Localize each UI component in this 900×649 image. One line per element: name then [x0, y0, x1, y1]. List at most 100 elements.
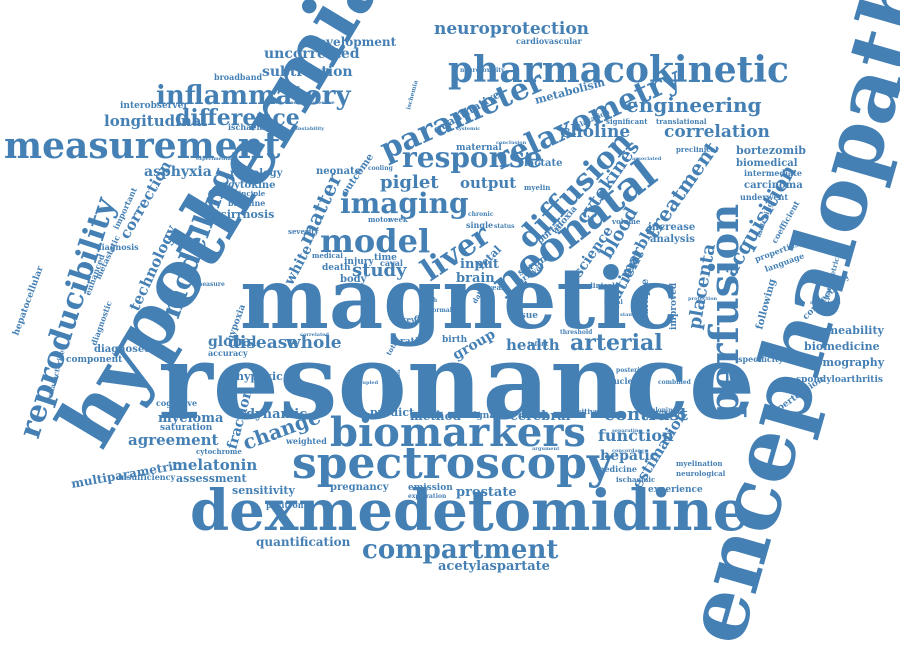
- word-perfusion: perfusion: [701, 204, 748, 418]
- word-significant: significant: [606, 117, 648, 126]
- word-baseline: baseline: [228, 198, 265, 208]
- word-lactate: lactate: [524, 158, 562, 169]
- word-permeability: permeability: [806, 324, 885, 337]
- word-positive: positive: [568, 407, 599, 416]
- word-combined: combined: [658, 379, 692, 386]
- word-metaplasia: metaplasia: [810, 300, 841, 306]
- word-magnetic: magnetic: [240, 249, 678, 348]
- word-birth: birth: [442, 335, 468, 345]
- word-volume: volume: [611, 217, 641, 226]
- word-protection: protection: [688, 296, 718, 302]
- word-status: status: [494, 223, 515, 230]
- word-imaging: imaging: [340, 187, 469, 220]
- word-asphyxia: asphyxia: [144, 164, 212, 180]
- word-grey: grey: [398, 315, 416, 324]
- word-tomography: tomography: [810, 356, 885, 369]
- word-study: study: [352, 260, 407, 281]
- word-response: response: [402, 141, 543, 174]
- word-engineering: engineering: [626, 93, 762, 117]
- word-neonate: neonate: [316, 166, 361, 177]
- word-ischaemic: ischaemic: [616, 475, 655, 484]
- word-function: function: [598, 426, 674, 445]
- word-diagnosis: diagnosis: [96, 242, 139, 252]
- word-threshold: threshold: [560, 329, 593, 336]
- word-biomedicine: biomedicine: [804, 340, 880, 353]
- word-week: week: [387, 215, 408, 224]
- word-instability: instability: [296, 126, 325, 132]
- word-concordance: concordance: [612, 448, 648, 454]
- word-hepatic: hepatic: [600, 448, 658, 464]
- word-output: output: [460, 174, 516, 192]
- word-biomedical: biomedical: [736, 158, 798, 169]
- word-experience: experience: [648, 485, 703, 495]
- word-brain: brain: [456, 271, 495, 286]
- word-translational: translational: [656, 117, 707, 126]
- word-difference: difference: [175, 105, 300, 131]
- word-sensitivity: sensitivity: [232, 484, 295, 497]
- word-ischemia: ischemia: [405, 80, 420, 111]
- word-caval: caval: [380, 258, 403, 268]
- word-preclinical: preclinical: [676, 145, 718, 154]
- word-nodal: nodal: [604, 299, 623, 306]
- word-spectroscopy: spectroscopy: [292, 438, 614, 489]
- word-compartment: compartment: [362, 535, 558, 565]
- word-emission: emission: [408, 483, 453, 493]
- word-health: health: [506, 336, 560, 354]
- word-flow: flow: [414, 314, 433, 324]
- word-medicine: medicine: [596, 464, 637, 474]
- word-body: body: [340, 274, 368, 285]
- word-correlation: correlation: [664, 122, 770, 142]
- word-neuroprotection: neuroprotection: [434, 19, 589, 39]
- word-maternal: maternal: [456, 143, 502, 153]
- word-cognitive: cognitive: [156, 398, 197, 408]
- word-neurological: neurological: [676, 469, 726, 478]
- word-saturation: saturation: [160, 423, 213, 433]
- word-carcinoma: carcinoma: [744, 180, 803, 191]
- word-correlated: correlated: [300, 332, 329, 338]
- word-ischaemia: ischaemia: [228, 122, 273, 132]
- word-development: development: [310, 35, 397, 49]
- word-cooling: cooling: [368, 165, 394, 172]
- word-death: death: [322, 263, 351, 273]
- word-melatonin: melatonin: [172, 456, 257, 474]
- word-disease: disease: [228, 333, 298, 353]
- word-myelin: myelin: [524, 183, 550, 192]
- word-cytokine: cytokine: [228, 180, 276, 191]
- word-underwent: underwent: [740, 192, 788, 202]
- word-chronic: chronic: [468, 211, 494, 218]
- word-prostate: prostate: [456, 485, 517, 500]
- word-hypoxic: hypoxic: [236, 370, 283, 383]
- word-conclusion: conclusion: [496, 140, 527, 146]
- word-associated: associated: [632, 156, 662, 162]
- word-hepatocellular: hepatocellular: [11, 265, 45, 337]
- word-cytochrome: cytochrome: [196, 447, 242, 456]
- word-measurement: measurement: [4, 125, 281, 167]
- word-motor: motor: [368, 215, 392, 224]
- word-pregnancy: pregnancy: [330, 482, 390, 493]
- word-myeloma: myeloma: [158, 411, 224, 426]
- word-neuroprotective: neuroprotective: [290, 100, 335, 106]
- word-measure: measure: [196, 281, 225, 288]
- word-severity: severity: [288, 227, 319, 236]
- word-choline: choline: [560, 122, 630, 142]
- word-component: component: [66, 355, 123, 365]
- word-agreement: agreement: [128, 431, 219, 449]
- word-posterior: posterior: [616, 367, 648, 374]
- word-analysis: analysis: [650, 234, 695, 245]
- word-resonance: resonance: [158, 320, 755, 443]
- word-model: model: [320, 222, 430, 260]
- word-ratio: ratio: [400, 337, 424, 347]
- word-uncorrected: uncorrected: [264, 46, 360, 62]
- word-high: high: [422, 297, 438, 304]
- word-whole: whole: [285, 333, 342, 353]
- word-pharmacokinetic: pharmacokinetic: [448, 49, 789, 91]
- word-myelination: myelination: [676, 459, 723, 468]
- word-intermediate: intermediate: [744, 168, 802, 178]
- word-acetylaspartate: acetylaspartate: [438, 559, 550, 574]
- word-subtraction: subtraction: [262, 64, 353, 80]
- word-injury: injury: [344, 257, 375, 267]
- word-tissue: tissue: [508, 311, 538, 321]
- word-accuracy: accuracy: [208, 348, 248, 358]
